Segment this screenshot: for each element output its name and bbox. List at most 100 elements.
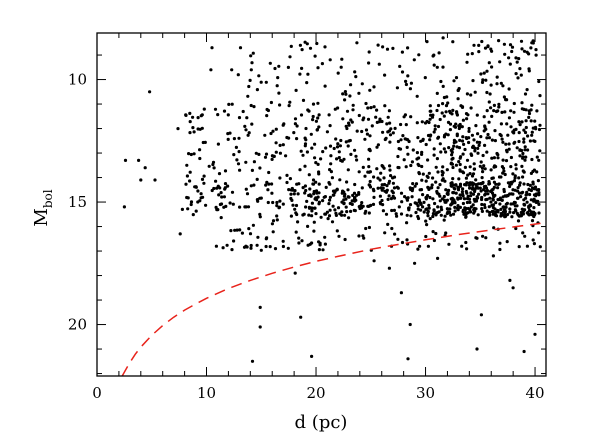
data-point — [251, 223, 255, 227]
data-point — [351, 108, 355, 112]
data-point — [494, 165, 498, 169]
data-point — [363, 137, 367, 141]
data-point — [422, 210, 426, 214]
data-point — [302, 212, 306, 216]
data-point — [222, 195, 226, 199]
data-point — [483, 46, 488, 50]
data-point — [453, 209, 457, 213]
data-point — [383, 231, 387, 235]
data-point — [436, 205, 440, 209]
data-point — [230, 68, 234, 72]
data-point — [275, 204, 279, 208]
data-point — [459, 104, 463, 108]
data-point — [247, 84, 251, 89]
data-point — [257, 74, 261, 78]
data-point — [316, 116, 320, 120]
data-point — [418, 244, 422, 248]
data-point — [530, 130, 534, 134]
x-tick-label: 10 — [197, 384, 216, 402]
data-point — [426, 211, 430, 215]
data-point — [433, 201, 437, 206]
data-point — [524, 108, 528, 112]
data-point — [535, 170, 539, 174]
data-point — [467, 140, 471, 145]
data-point — [456, 88, 460, 93]
data-point — [485, 150, 489, 154]
data-point — [259, 248, 263, 252]
data-point — [428, 217, 432, 221]
data-point — [148, 90, 152, 94]
data-point — [291, 203, 295, 207]
data-point — [218, 202, 222, 207]
data-point — [258, 325, 262, 329]
data-point — [307, 193, 311, 198]
data-point — [436, 210, 440, 215]
data-point — [468, 186, 472, 190]
data-point — [487, 205, 491, 209]
data-point — [474, 207, 478, 211]
data-point — [365, 132, 369, 136]
data-point — [437, 51, 441, 55]
data-point — [301, 186, 305, 190]
data-point — [198, 127, 202, 131]
data-point — [226, 113, 230, 117]
data-point — [463, 208, 467, 212]
data-point — [498, 60, 502, 64]
data-point — [311, 178, 316, 182]
data-point — [351, 103, 355, 107]
data-point — [256, 199, 260, 203]
data-point — [516, 186, 520, 190]
data-point — [517, 191, 522, 195]
data-point — [298, 43, 302, 47]
data-point — [449, 184, 453, 188]
data-point — [410, 160, 414, 164]
data-point — [314, 119, 318, 123]
data-point — [506, 213, 510, 217]
data-point — [395, 214, 399, 218]
data-point — [461, 192, 465, 196]
data-point — [346, 188, 350, 192]
data-point — [366, 170, 370, 174]
data-point — [288, 55, 292, 59]
data-point — [273, 66, 277, 71]
data-point — [303, 164, 307, 168]
data-point — [449, 162, 453, 166]
data-point — [534, 53, 538, 57]
data-point — [439, 213, 443, 217]
data-point — [200, 177, 205, 181]
data-point — [212, 166, 216, 170]
data-point — [364, 101, 368, 106]
data-point — [494, 213, 498, 217]
data-point — [518, 148, 522, 152]
data-point — [381, 209, 385, 213]
data-point — [461, 171, 466, 175]
data-point — [412, 58, 416, 62]
data-point — [471, 192, 476, 196]
data-point — [470, 153, 474, 157]
data-point — [453, 125, 458, 129]
data-point — [525, 244, 530, 248]
data-point — [461, 201, 465, 206]
data-point — [480, 176, 484, 180]
data-point — [265, 236, 269, 240]
data-point — [270, 157, 274, 161]
data-point — [424, 219, 428, 223]
data-point — [463, 183, 467, 187]
data-point — [523, 234, 527, 238]
data-point — [310, 214, 314, 218]
data-point — [342, 202, 346, 206]
data-point — [529, 210, 534, 214]
data-point — [398, 147, 403, 151]
data-point — [458, 125, 462, 129]
data-point — [329, 162, 333, 166]
data-point — [198, 148, 202, 152]
data-point — [487, 182, 491, 186]
data-point — [419, 208, 423, 212]
data-point — [484, 78, 488, 82]
data-point — [350, 120, 354, 124]
data-point — [436, 124, 441, 129]
data-point — [529, 198, 533, 202]
data-point — [258, 166, 262, 170]
data-point — [421, 205, 425, 209]
data-point — [481, 78, 485, 82]
